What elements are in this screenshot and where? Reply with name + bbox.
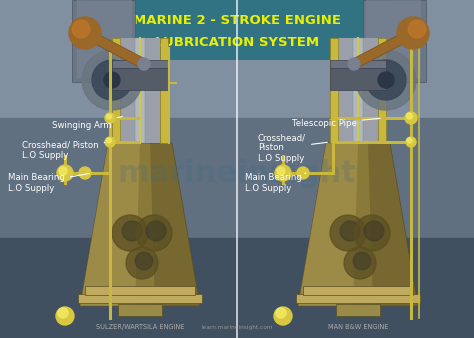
- Polygon shape: [80, 143, 200, 306]
- Circle shape: [354, 215, 390, 251]
- Circle shape: [353, 252, 371, 270]
- Circle shape: [406, 137, 416, 147]
- Circle shape: [107, 138, 111, 143]
- Text: MARINE 2 - STROKE ENGINE: MARINE 2 - STROKE ENGINE: [133, 14, 341, 26]
- Circle shape: [92, 60, 132, 100]
- Text: Main Bearing
L.O Supply: Main Bearing L.O Supply: [245, 173, 306, 193]
- Circle shape: [56, 307, 74, 325]
- Bar: [112, 60, 168, 68]
- Text: Crosshead/ Piston
L.O Supply: Crosshead/ Piston L.O Supply: [22, 140, 105, 160]
- Text: learn.marineinsight.com: learn.marineinsight.com: [201, 325, 273, 330]
- Polygon shape: [77, 0, 132, 110]
- Bar: [378, 38, 386, 143]
- Bar: [118, 304, 162, 316]
- Circle shape: [107, 114, 111, 119]
- Bar: [0, 238, 474, 338]
- Polygon shape: [72, 0, 135, 114]
- Circle shape: [146, 221, 166, 241]
- Bar: [112, 68, 168, 90]
- Circle shape: [59, 167, 67, 175]
- Polygon shape: [298, 143, 418, 306]
- Circle shape: [405, 112, 417, 124]
- Circle shape: [297, 167, 309, 179]
- Text: LUBRICATION SYSTEM: LUBRICATION SYSTEM: [155, 35, 319, 48]
- Circle shape: [104, 72, 120, 88]
- Text: SULZER/WARTSILA ENGINE: SULZER/WARTSILA ENGINE: [96, 324, 184, 330]
- Bar: [85, 286, 195, 295]
- Polygon shape: [80, 143, 140, 306]
- Text: marineinsight: marineinsight: [118, 159, 356, 188]
- Circle shape: [69, 17, 101, 49]
- Circle shape: [274, 307, 292, 325]
- Circle shape: [407, 138, 412, 143]
- Circle shape: [276, 308, 286, 318]
- Bar: [135, 38, 145, 143]
- Circle shape: [126, 247, 158, 279]
- Bar: [120, 38, 160, 143]
- Polygon shape: [298, 143, 358, 306]
- Bar: [338, 38, 378, 143]
- Circle shape: [58, 308, 68, 318]
- Bar: [160, 38, 168, 143]
- Bar: [78, 294, 202, 303]
- Bar: [0, 118, 474, 238]
- Bar: [330, 38, 338, 143]
- Bar: [303, 286, 413, 295]
- Text: Main Bearing
L.O Supply: Main Bearing L.O Supply: [8, 173, 89, 193]
- Circle shape: [348, 58, 360, 70]
- Circle shape: [364, 221, 384, 241]
- Polygon shape: [368, 143, 418, 306]
- Circle shape: [57, 165, 73, 181]
- Circle shape: [378, 72, 394, 88]
- Circle shape: [105, 137, 115, 147]
- Bar: [112, 38, 120, 143]
- Bar: [296, 294, 420, 303]
- Circle shape: [105, 113, 115, 123]
- Text: Telescopic Pipe: Telescopic Pipe: [292, 118, 380, 128]
- Polygon shape: [352, 29, 415, 68]
- Circle shape: [122, 221, 142, 241]
- Circle shape: [138, 58, 150, 70]
- Circle shape: [82, 50, 142, 110]
- Circle shape: [366, 60, 406, 100]
- Circle shape: [344, 247, 376, 279]
- Polygon shape: [150, 143, 200, 306]
- Bar: [330, 60, 386, 68]
- Circle shape: [330, 215, 366, 251]
- Circle shape: [397, 17, 429, 49]
- Polygon shape: [363, 0, 426, 114]
- Bar: [0, 0, 474, 118]
- Circle shape: [408, 20, 426, 38]
- Text: Swinging Arm: Swinging Arm: [52, 117, 122, 129]
- Text: MAN B&W ENGINE: MAN B&W ENGINE: [328, 324, 388, 330]
- Text: Crosshead/
Piston
L.O Supply: Crosshead/ Piston L.O Supply: [258, 133, 327, 163]
- Circle shape: [112, 215, 148, 251]
- Circle shape: [407, 113, 412, 119]
- Circle shape: [136, 215, 172, 251]
- Polygon shape: [85, 0, 389, 60]
- Circle shape: [356, 50, 416, 110]
- Circle shape: [275, 165, 291, 181]
- Polygon shape: [366, 0, 421, 110]
- Bar: [353, 38, 363, 143]
- Circle shape: [340, 221, 360, 241]
- Circle shape: [79, 167, 91, 179]
- Circle shape: [277, 167, 285, 175]
- Bar: [330, 68, 386, 90]
- Circle shape: [135, 252, 153, 270]
- Polygon shape: [82, 29, 146, 68]
- Bar: [336, 304, 380, 316]
- Circle shape: [72, 20, 90, 38]
